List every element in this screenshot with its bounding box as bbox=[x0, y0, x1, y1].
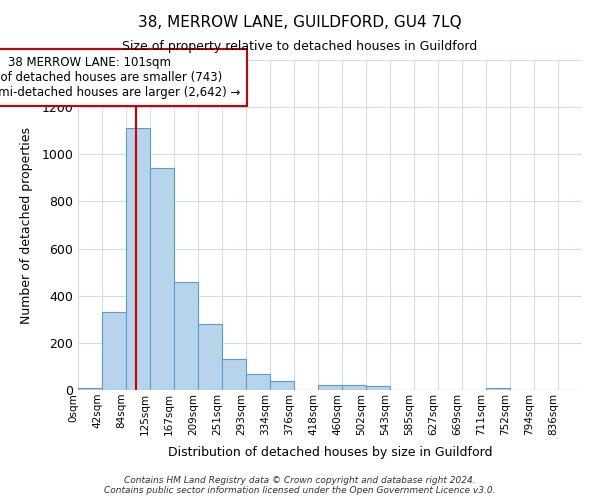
Bar bbox=[126, 128, 150, 390]
Text: 38 MERROW LANE: 101sqm
← 22% of detached houses are smaller (743)
78% of semi-de: 38 MERROW LANE: 101sqm ← 22% of detached… bbox=[0, 56, 240, 99]
Bar bbox=[318, 386, 342, 390]
Bar bbox=[366, 386, 390, 390]
X-axis label: Distribution of detached houses by size in Guildford: Distribution of detached houses by size … bbox=[168, 446, 492, 459]
Bar bbox=[174, 282, 198, 390]
Y-axis label: Number of detached properties: Number of detached properties bbox=[20, 126, 33, 324]
Text: Size of property relative to detached houses in Guildford: Size of property relative to detached ho… bbox=[122, 40, 478, 53]
Bar bbox=[102, 312, 126, 390]
Bar bbox=[150, 168, 174, 390]
Bar bbox=[342, 386, 366, 390]
Bar bbox=[270, 380, 294, 390]
Bar bbox=[222, 360, 246, 390]
Bar bbox=[198, 324, 222, 390]
Bar bbox=[78, 388, 102, 390]
Bar bbox=[246, 374, 270, 390]
Text: Contains HM Land Registry data © Crown copyright and database right 2024.
Contai: Contains HM Land Registry data © Crown c… bbox=[104, 476, 496, 495]
Text: 38, MERROW LANE, GUILDFORD, GU4 7LQ: 38, MERROW LANE, GUILDFORD, GU4 7LQ bbox=[138, 15, 462, 30]
Bar bbox=[486, 388, 510, 390]
